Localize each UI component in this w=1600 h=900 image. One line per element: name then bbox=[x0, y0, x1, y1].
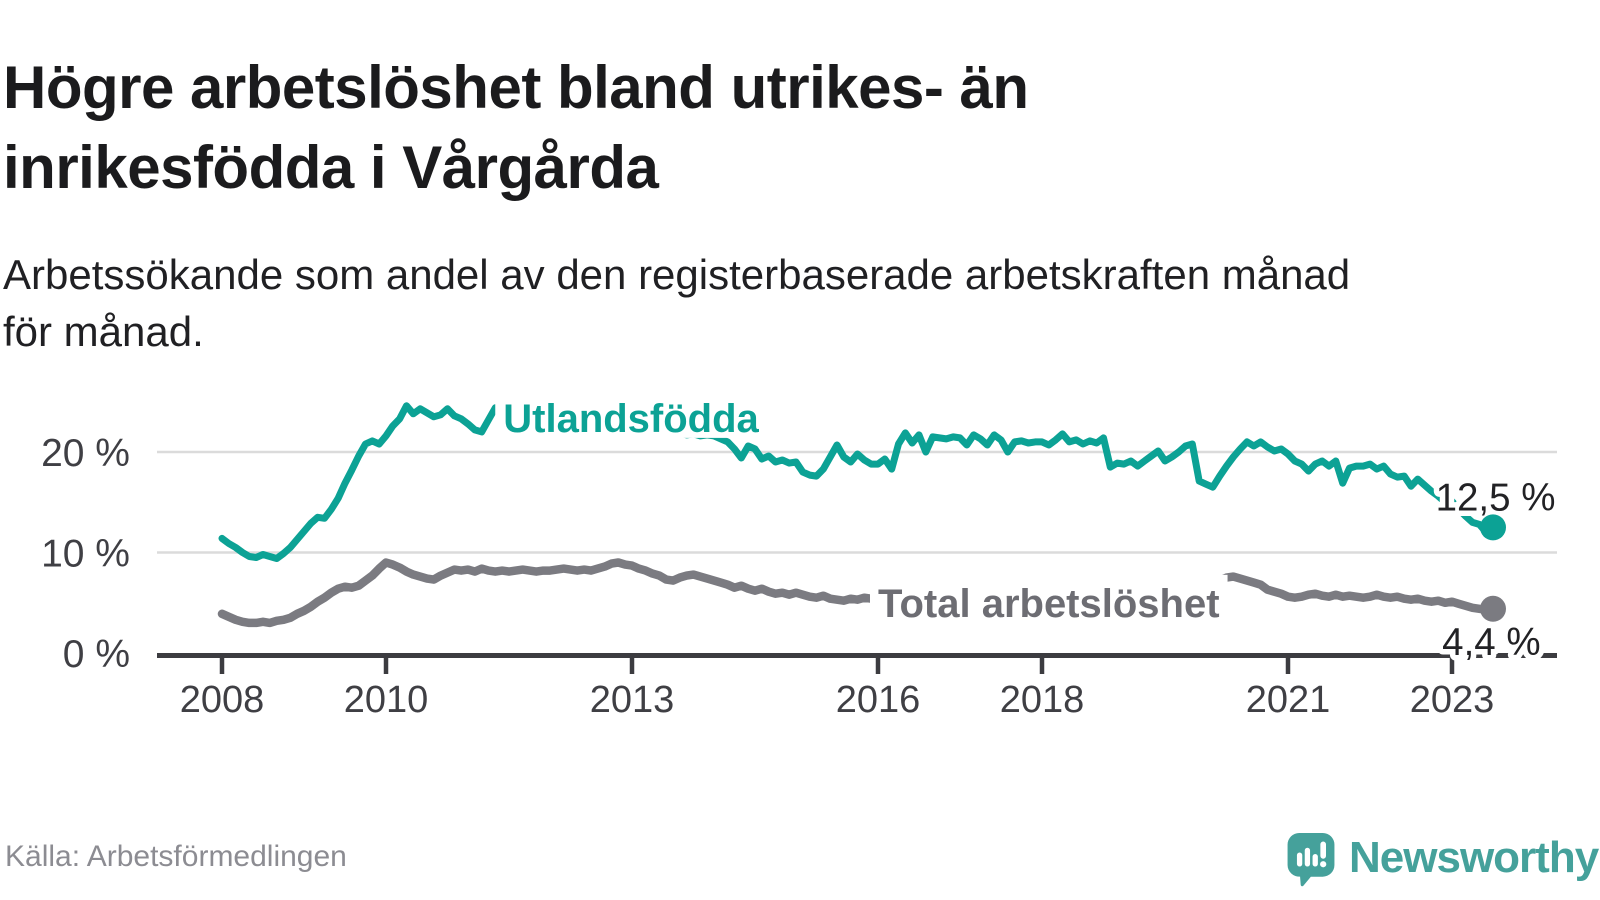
x-tick-label-2021: 2021 bbox=[1246, 679, 1331, 721]
x-tick-label-2008: 2008 bbox=[180, 679, 265, 721]
end-dot-total bbox=[1480, 595, 1506, 622]
series-label-mask-utlandsfodda bbox=[495, 389, 768, 438]
x-tick-label-2010: 2010 bbox=[344, 679, 429, 721]
series-line-utlandsfodda bbox=[218, 402, 1497, 562]
newsworthy-logo: Newsworthy bbox=[1286, 831, 1599, 888]
series-line-total bbox=[217, 558, 1498, 628]
end-value-label-utlandsfodda: 12,5 % bbox=[1436, 476, 1556, 519]
y-tick-label-10pct: 10 % bbox=[41, 533, 130, 576]
series-label-mask-total bbox=[870, 574, 1228, 623]
x-tick-label-2018: 2018 bbox=[1000, 679, 1085, 721]
page-title-line-1: Högre arbetslöshet bland utrikes- än bbox=[3, 54, 1029, 122]
x-tick-label-2016: 2016 bbox=[836, 679, 921, 721]
newsworthy-wordmark: Newsworthy bbox=[1349, 833, 1599, 882]
chart-subtitle-line-1: Arbetssökande som andel av den registerb… bbox=[3, 251, 1351, 298]
end-value-label-total: 4,4 % bbox=[1442, 621, 1540, 664]
end-dot-utlandsfodda bbox=[1480, 514, 1506, 541]
x-tick-label-2023: 2023 bbox=[1410, 679, 1495, 721]
page-title: Högre arbetslöshet bland utrikes- än inr… bbox=[3, 48, 1503, 208]
chart-subtitle: Arbetssökande som andel av den registerb… bbox=[3, 246, 1563, 360]
y-tick-label-0pct: 0 % bbox=[63, 633, 130, 676]
page-title-line-2: inrikesfödda i Vårgårda bbox=[3, 134, 659, 202]
chart-subtitle-line-2: för månad. bbox=[3, 308, 204, 355]
newsworthy-speech-bubble-icon bbox=[1287, 832, 1335, 887]
series-label-total: Total arbetslöshet bbox=[878, 582, 1220, 626]
y-tick-label-20pct: 20 % bbox=[41, 432, 130, 475]
x-tick-label-2013: 2013 bbox=[590, 679, 675, 721]
source-credit: Källa: Arbetsförmedlingen bbox=[5, 840, 347, 873]
series-label-utlandsfodda: Utlandsfödda bbox=[503, 397, 759, 441]
